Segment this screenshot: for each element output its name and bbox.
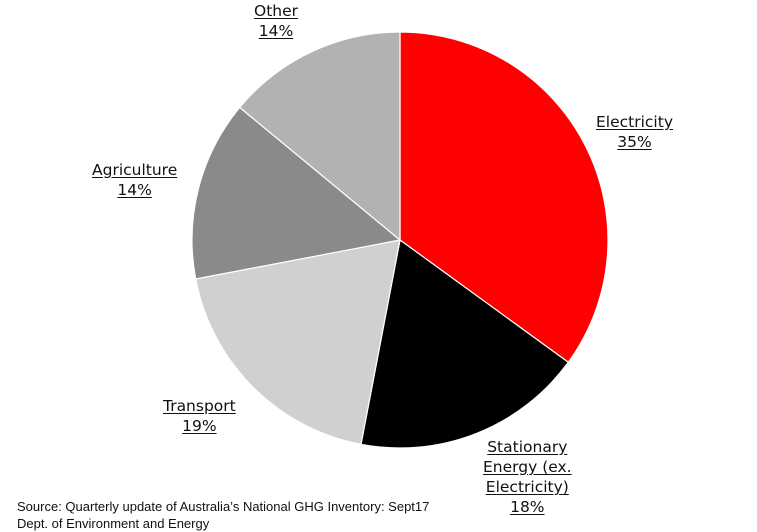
label-electricity-value: 35% xyxy=(617,133,652,151)
label-other: Other 14% xyxy=(254,1,298,41)
source-note: Source: Quarterly update of Australia’s … xyxy=(17,498,429,532)
label-electricity: Electricity 35% xyxy=(596,112,673,152)
pie-slice-stationary-energy-ex-electricity xyxy=(360,238,570,449)
label-other-value: 14% xyxy=(258,22,294,40)
pie-slice-agriculture xyxy=(191,106,402,280)
label-transport-name: Transport xyxy=(163,397,236,415)
label-stationary-line3: Electricity) xyxy=(485,478,569,496)
label-agriculture-value: 14% xyxy=(117,181,152,199)
label-stationary-line1: Stationary xyxy=(487,438,568,456)
pie-slice-transport xyxy=(194,239,401,446)
label-agriculture: Agriculture 14% xyxy=(92,160,177,200)
label-electricity-name: Electricity xyxy=(596,113,673,131)
pie-slice-electricity xyxy=(399,31,609,364)
label-stationary-value: 18% xyxy=(510,498,545,516)
label-other-name: Other xyxy=(254,2,299,20)
label-stationary-line2: Energy (ex. xyxy=(483,458,572,476)
pie-slice-other xyxy=(238,31,401,242)
label-transport-value: 19% xyxy=(182,417,217,435)
label-transport: Transport 19% xyxy=(163,396,236,436)
label-agriculture-name: Agriculture xyxy=(92,161,178,179)
source-line-2: Dept. of Environment and Energy xyxy=(17,516,210,531)
label-stationary-energy: Stationary Energy (ex. Electricity) 18% xyxy=(483,437,572,517)
source-line-1: Source: Quarterly update of Australia’s … xyxy=(17,499,430,514)
